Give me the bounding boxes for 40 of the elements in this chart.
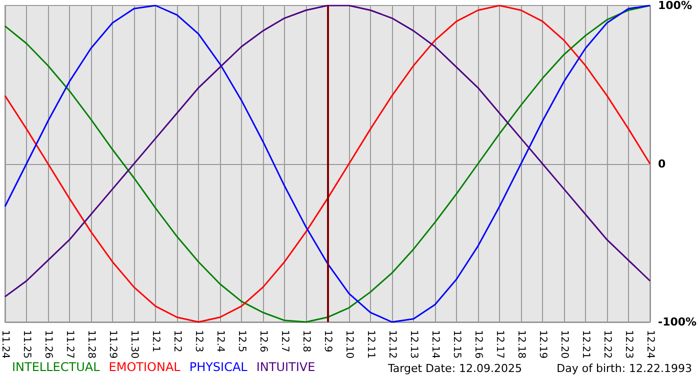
x-tick-label: 12.11 [365, 330, 376, 359]
x-tick-label: 12.2 [172, 330, 182, 352]
y-tick-label: -100% [658, 316, 697, 328]
x-tick-label: 12.12 [386, 330, 398, 359]
x-tick-label: 12.24 [644, 330, 656, 359]
x-tick-label: 12.22 [602, 330, 612, 359]
text: PHYSICAL [189, 360, 248, 374]
y-tick-label: 0 [658, 157, 666, 170]
x-tick-label: 11.25 [21, 330, 32, 359]
x-tick-label: 12.21 [580, 330, 591, 359]
x-tick-label: 12.6 [258, 330, 268, 352]
x-tick-label: 12.15 [451, 330, 462, 359]
x-tick-label: 11.30 [128, 330, 140, 359]
text: INTUITIVE [256, 360, 316, 374]
x-tick-label: 12.14 [430, 330, 440, 359]
x-tick-label: 11.29 [107, 330, 118, 359]
x-tick-label: 12.4 [214, 330, 226, 352]
x-tick-label: 11.26 [42, 330, 54, 359]
x-tick-label: 12.16 [472, 330, 484, 359]
x-tick-label: 12.5 [236, 330, 247, 352]
x-tick-label: 12.20 [558, 330, 570, 359]
text: INTELLECTUAL [12, 360, 100, 374]
x-tick-label: 11.24 [0, 330, 10, 359]
x-tick-label: 12.3 [193, 330, 204, 352]
x-tick-label: 11.27 [64, 330, 75, 359]
text: Target Date: 12.09.2025 [386, 362, 522, 375]
x-tick-label: 12.17 [494, 330, 505, 359]
x-tick-label: 12.8 [300, 330, 312, 352]
x-tick-label: 12.13 [408, 330, 419, 359]
x-tick-label: 12.10 [344, 330, 354, 359]
x-tick-label: 12.1 [150, 330, 161, 352]
x-tick-label: 12.23 [623, 330, 634, 359]
text: EMOTIONAL [108, 360, 181, 374]
x-tick-label: 12.9 [322, 330, 333, 352]
y-tick-label: 100% [658, 0, 692, 12]
x-tick-label: 12.7 [279, 330, 290, 352]
text: Day of birth: 12.22.1993 [556, 362, 692, 375]
x-tick-label: 11.28 [86, 330, 96, 359]
x-tick-label: 12.18 [516, 330, 526, 359]
x-tick-label: 12.19 [537, 330, 548, 359]
